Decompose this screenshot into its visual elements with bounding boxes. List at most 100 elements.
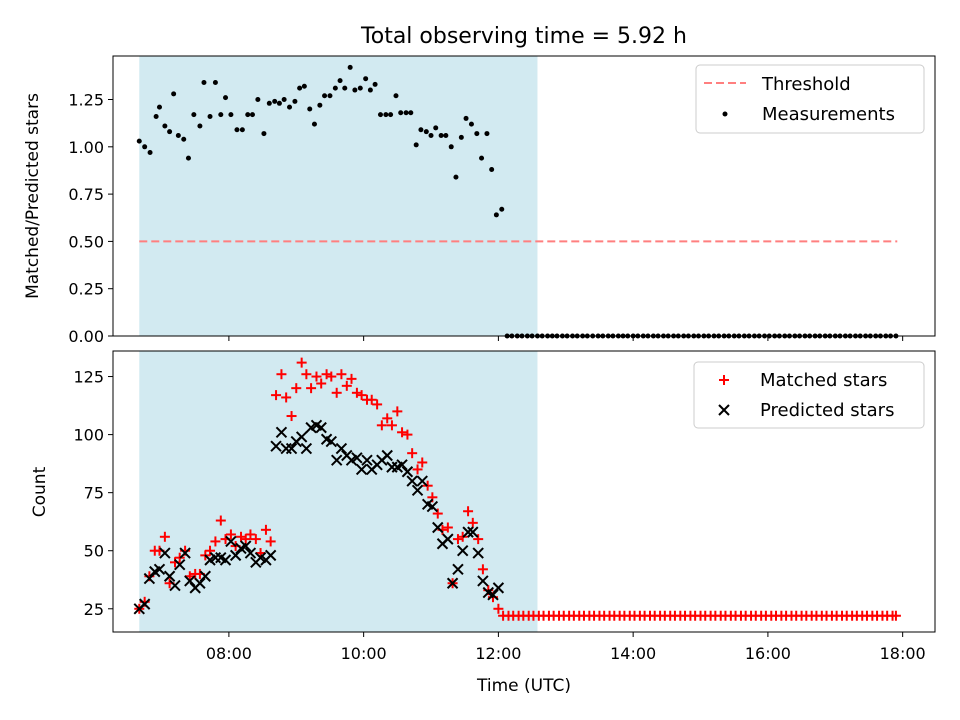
measurement-point bbox=[175, 132, 181, 138]
x-axis-ticks-top bbox=[228, 336, 904, 341]
measurement-point bbox=[372, 81, 378, 87]
matched-star-point bbox=[276, 369, 287, 380]
matched-star-point bbox=[286, 411, 297, 422]
predicted-star-point bbox=[472, 547, 484, 559]
measurement-point bbox=[413, 142, 419, 148]
matched-star-points bbox=[134, 357, 901, 621]
matched-star-point bbox=[271, 390, 282, 401]
measurement-point bbox=[377, 112, 383, 118]
measurement-point bbox=[191, 112, 197, 118]
x-tick-label: 12:00 bbox=[475, 644, 521, 663]
measurement-point bbox=[281, 97, 287, 103]
matched-star-point bbox=[291, 383, 302, 394]
matched-star-point bbox=[341, 380, 352, 391]
matched-star-point bbox=[473, 534, 484, 545]
predicted-star-point bbox=[467, 526, 479, 538]
measurement-point bbox=[218, 112, 224, 118]
predicted-star-point bbox=[295, 431, 308, 443]
y-tick-label-top: 0.50 bbox=[68, 232, 104, 251]
measurement-point bbox=[245, 112, 251, 118]
predicted-star-point bbox=[462, 526, 474, 538]
legend-box-bottom bbox=[693, 361, 925, 429]
predicted-star-point bbox=[225, 535, 237, 548]
legend-measurements-swatch bbox=[722, 111, 728, 117]
measurement-point bbox=[156, 104, 162, 110]
matched-star-point bbox=[236, 531, 247, 542]
observing-window-shade-bottom bbox=[139, 351, 538, 632]
matched-star-point bbox=[372, 399, 383, 410]
plot-frame-bottom bbox=[112, 350, 936, 633]
matched-star-point bbox=[412, 464, 423, 475]
predicted-star-point bbox=[270, 440, 282, 452]
matched-star-point bbox=[382, 413, 393, 424]
matched-star-point bbox=[225, 529, 236, 540]
matched-star-point bbox=[301, 369, 312, 380]
measurement-point bbox=[383, 112, 389, 118]
chart-title: Total observing time = 5.92 h bbox=[360, 24, 687, 49]
measurement-point bbox=[448, 144, 454, 150]
matched-star-point bbox=[356, 390, 367, 401]
matched-star-point bbox=[351, 387, 362, 398]
measurement-point bbox=[142, 144, 148, 150]
measurement-point bbox=[228, 112, 234, 118]
matched-star-point bbox=[417, 457, 428, 468]
predicted-star-point bbox=[315, 421, 327, 434]
predicted-star-point bbox=[264, 549, 277, 562]
legend-predicted-label: Predicted stars bbox=[760, 400, 894, 421]
matched-star-point bbox=[245, 529, 256, 540]
predicted-star-point bbox=[487, 589, 499, 601]
measurement-point bbox=[347, 64, 353, 70]
measurement-point bbox=[201, 79, 207, 85]
matched-star-point bbox=[336, 369, 347, 380]
measurement-point bbox=[171, 91, 177, 97]
y-tick-label-bottom: 125 bbox=[73, 368, 104, 387]
y-axis-label-top: Matched/Predicted stars bbox=[23, 93, 43, 299]
predicted-star-point bbox=[300, 442, 313, 455]
measurement-point bbox=[185, 155, 191, 161]
predicted-star-point bbox=[381, 449, 393, 462]
measurement-point bbox=[153, 114, 159, 120]
matched-star-point bbox=[265, 536, 276, 547]
measurement-point bbox=[408, 110, 414, 116]
predicted-star-point bbox=[179, 547, 191, 559]
measurement-point bbox=[428, 132, 434, 138]
predicted-star-point bbox=[330, 454, 343, 466]
matched-star-point bbox=[477, 564, 488, 575]
predicted-star-point bbox=[199, 570, 212, 582]
predicted-star-point bbox=[194, 577, 206, 589]
matched-star-point bbox=[407, 448, 418, 459]
matched-star-point bbox=[205, 545, 216, 556]
legend-box-top bbox=[695, 64, 925, 134]
predicted-star-point bbox=[426, 500, 439, 513]
ratio-panel: 0.00 0.25 0.50 0.75 1.00 1.25 Total observing… bbox=[23, 24, 936, 346]
predicted-star-point bbox=[143, 572, 156, 585]
measurement-point bbox=[147, 149, 153, 155]
x-tick-label: 16:00 bbox=[745, 644, 791, 663]
matched-star-point bbox=[493, 603, 504, 614]
y-tick-label-bottom: 75 bbox=[84, 484, 104, 503]
predicted-star-point bbox=[411, 484, 424, 497]
matched-star-point bbox=[260, 524, 271, 535]
predicted-star-point bbox=[406, 475, 418, 487]
legend-threshold-label: Threshold bbox=[761, 74, 851, 95]
legend-matched-label: Matched stars bbox=[760, 370, 887, 391]
measurement-point bbox=[287, 104, 293, 110]
y-tick-label-top: 0.00 bbox=[68, 327, 104, 346]
matched-star-point bbox=[210, 536, 221, 547]
matched-star-point bbox=[331, 387, 342, 398]
measurement-point bbox=[234, 127, 240, 133]
y-tick-label-bottom: 100 bbox=[73, 426, 104, 445]
y-tick-label-bottom: 25 bbox=[84, 600, 104, 619]
matched-star-point bbox=[442, 522, 453, 533]
matched-star-point bbox=[311, 371, 322, 382]
matched-star-point bbox=[346, 373, 357, 384]
measurement-point bbox=[468, 121, 474, 127]
measurement-point bbox=[453, 174, 459, 180]
predicted-star-point bbox=[477, 575, 489, 587]
measurement-point bbox=[311, 121, 317, 127]
measurement-point bbox=[458, 134, 464, 140]
legend-predicted-swatch bbox=[718, 404, 730, 416]
matched-star-point bbox=[321, 369, 332, 380]
measurement-point bbox=[393, 93, 399, 99]
measurement-point bbox=[499, 206, 505, 212]
